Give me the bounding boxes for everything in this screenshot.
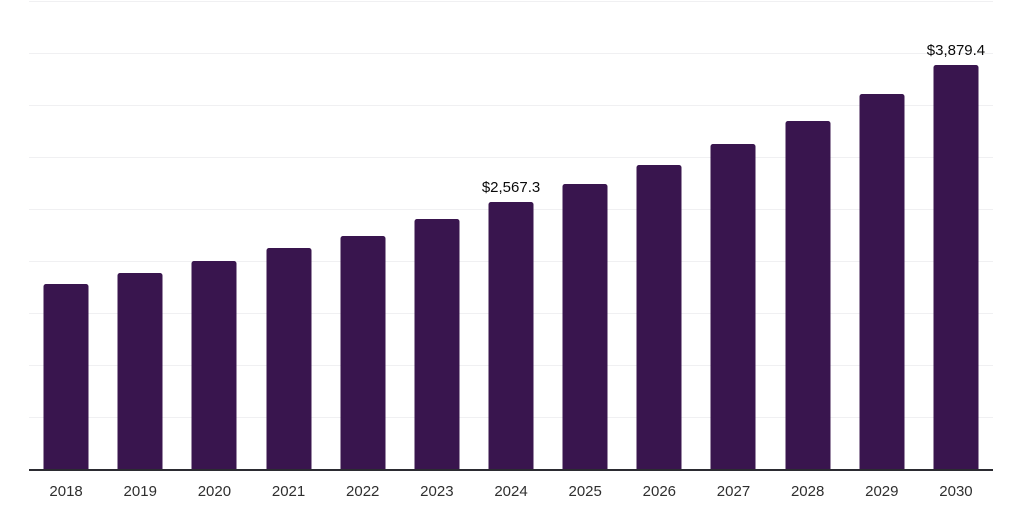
bar-2028 xyxy=(785,121,831,469)
x-tick-2021: 2021 xyxy=(271,483,306,500)
bar-slot-2025 xyxy=(548,1,622,469)
x-tick-2030: 2030 xyxy=(939,483,973,500)
bar-2021 xyxy=(266,248,312,469)
gridline xyxy=(29,157,993,158)
plot-area: $2,567.3 $3,879.4 xyxy=(29,1,993,471)
bar-slot-2027 xyxy=(696,1,770,469)
x-tick-2026: 2026 xyxy=(642,483,677,500)
bar-2018 xyxy=(43,284,89,469)
bar-slot-2022 xyxy=(326,1,400,469)
bar-slot-2020 xyxy=(177,1,251,469)
bar-2020 xyxy=(191,260,237,469)
bar-slot-2026 xyxy=(622,1,696,469)
bar-2025 xyxy=(562,184,608,469)
bar-2022 xyxy=(340,235,386,469)
x-tick-2022: 2022 xyxy=(346,483,380,500)
x-axis-tick-labels: 2018 2019 2020 2021 2022 2023 2024 2025 2026 2027… xyxy=(29,483,993,501)
bar-slot-2029 xyxy=(845,1,919,469)
x-axis-line xyxy=(29,469,993,471)
bar-slot-2018 xyxy=(29,1,103,469)
bar-2027 xyxy=(710,143,756,469)
x-tick-2020: 2020 xyxy=(197,483,232,500)
bar-slot-2024: $2,567.3 xyxy=(474,1,548,469)
bar-2029 xyxy=(859,94,905,469)
bar-slot-2021 xyxy=(251,1,325,469)
gridline xyxy=(29,1,993,2)
x-tick-2025: 2025 xyxy=(568,483,602,500)
bar-slot-2019 xyxy=(103,1,177,469)
bar-2023 xyxy=(414,219,460,469)
x-tick-2029: 2029 xyxy=(865,483,899,500)
gridline xyxy=(29,105,993,106)
bars-row: $2,567.3 $3,879.4 xyxy=(29,1,993,469)
bar-2019 xyxy=(117,273,163,469)
gridline xyxy=(29,53,993,54)
x-tick-2028: 2028 xyxy=(790,483,825,500)
bar-slot-2023 xyxy=(400,1,474,469)
x-tick-2024: 2024 xyxy=(494,483,528,500)
bar-2026 xyxy=(636,164,682,469)
data-label-2024: $2,567.3 xyxy=(481,178,541,196)
bar-slot-2030: $3,879.4 xyxy=(919,1,993,469)
bar-2030 xyxy=(933,65,979,469)
x-tick-2019: 2019 xyxy=(123,483,157,500)
data-label-2030: $3,879.4 xyxy=(926,42,986,60)
x-tick-2018: 2018 xyxy=(49,483,83,500)
x-tick-2023: 2023 xyxy=(420,483,454,500)
bar-slot-2028 xyxy=(771,1,845,469)
bar-2024 xyxy=(488,201,534,469)
x-tick-2027: 2027 xyxy=(716,483,751,500)
